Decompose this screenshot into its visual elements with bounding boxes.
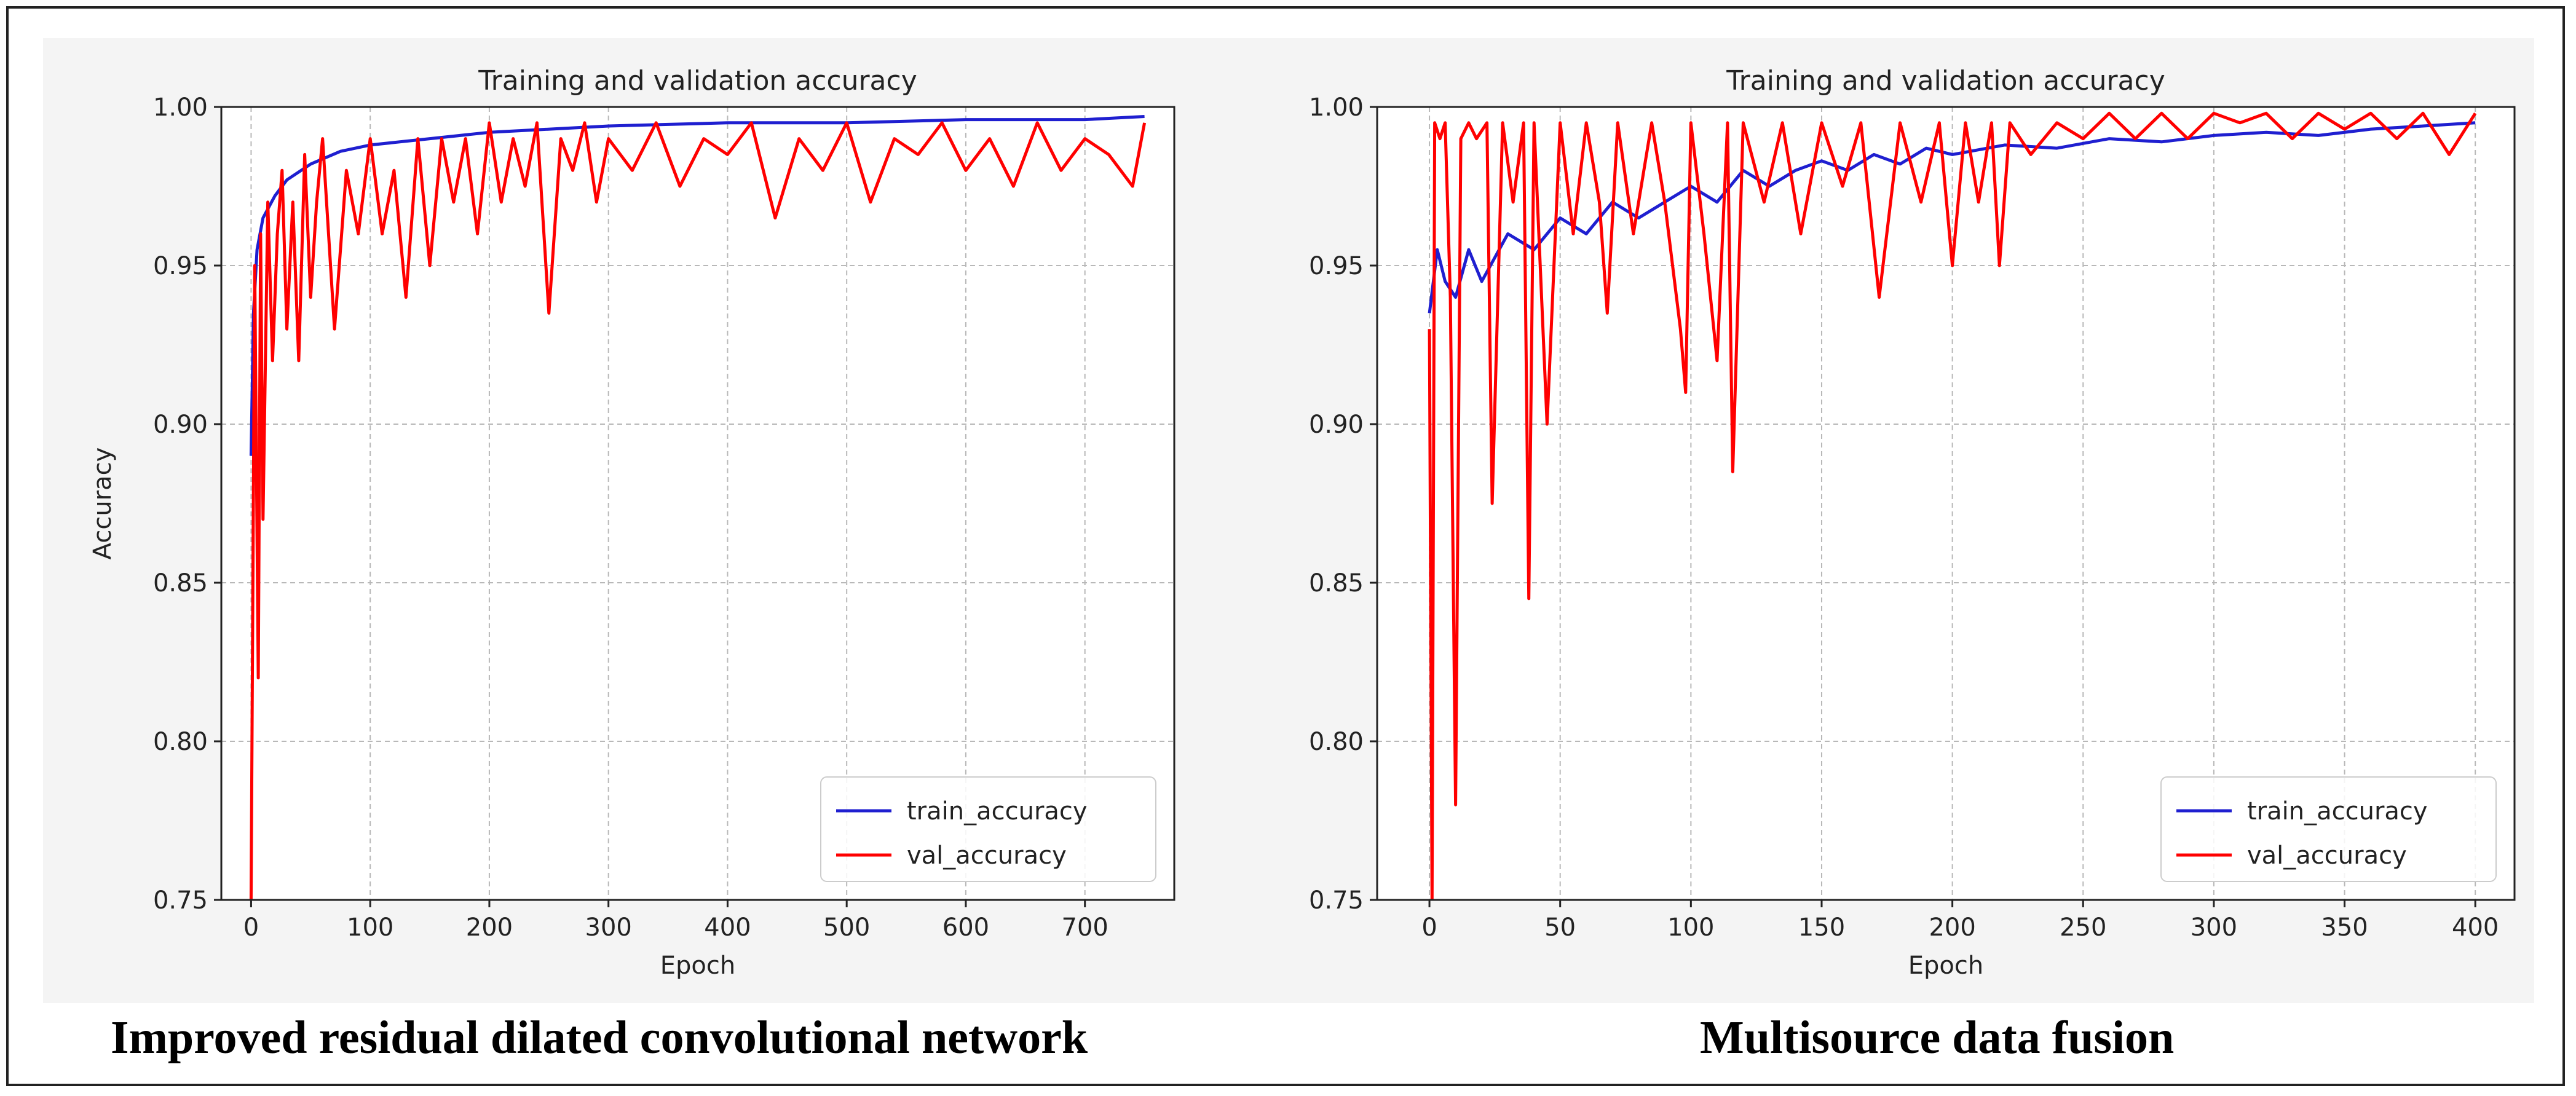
c0-ytick-label-2: 0.85 xyxy=(153,569,208,597)
c0-xtick-label-1: 100 xyxy=(347,913,393,942)
c0-legend: train_accuracy val_accuracy xyxy=(820,776,1156,882)
c0-xtick-label-4: 400 xyxy=(704,913,751,942)
c0-xtick-label-0: 0 xyxy=(243,913,259,942)
c1-legend-label-train_accuracy: train_accuracy xyxy=(2247,797,2428,826)
c0-plot-area xyxy=(221,107,1174,900)
c1-legend: train_accuracy val_accuracy xyxy=(2160,776,2497,882)
c1-ytick-label-3: 0.90 xyxy=(1309,411,1364,439)
caption-right: Multisource data fusion xyxy=(1700,1012,2175,1063)
c0-chart-title: Training and validation accuracy xyxy=(478,65,917,97)
caption-left: Improved residual dilated convolutional … xyxy=(111,1012,1088,1063)
c1-series-val_accuracy xyxy=(1428,111,2477,900)
c1-xtick-label-2: 100 xyxy=(1667,913,1714,942)
c0-x-axis-label: Epoch xyxy=(660,952,735,980)
c1-xtick-label-7: 350 xyxy=(2321,913,2368,942)
c0-legend-box xyxy=(820,776,1156,882)
c1-plot-area xyxy=(1377,107,2515,900)
c0-xtick-label-2: 200 xyxy=(466,913,513,942)
c1-xtick-label-4: 200 xyxy=(1929,913,1975,942)
c1-ytick-label-1: 0.80 xyxy=(1309,728,1364,756)
c1-xtick-label-8: 400 xyxy=(2452,913,2499,942)
c0-ytick-label-1: 0.80 xyxy=(153,728,208,756)
c1-legend-label-val_accuracy: val_accuracy xyxy=(2247,842,2407,870)
c0-ytick-label-3: 0.90 xyxy=(153,411,208,439)
c0-xtick-label-3: 300 xyxy=(585,913,632,942)
c1-legend-box xyxy=(2160,776,2497,882)
c0-xtick-label-5: 500 xyxy=(823,913,870,942)
c1-xtick-label-0: 0 xyxy=(1421,913,1437,942)
c1-x-axis-label: Epoch xyxy=(1908,952,1983,980)
c0-xtick-label-6: 600 xyxy=(942,913,989,942)
c0-legend-label-val_accuracy: val_accuracy xyxy=(907,842,1067,870)
c0-ytick-label-0: 0.75 xyxy=(153,886,208,915)
c1-ytick-label-5: 1.00 xyxy=(1309,93,1364,122)
c1-chart-title: Training and validation accuracy xyxy=(1726,65,2165,97)
c1-xtick-label-3: 150 xyxy=(1798,913,1845,942)
c0-y-axis-label: Accuracy xyxy=(89,447,117,560)
c0-legend-label-train_accuracy: train_accuracy xyxy=(907,797,1088,826)
c1-xtick-label-1: 50 xyxy=(1544,913,1576,942)
c0-series-val_accuracy xyxy=(249,121,1147,900)
c1-ytick-label-0: 0.75 xyxy=(1309,886,1364,915)
chart-left: 0 100 200 300 400 500 600 700 0.75 0.80 0.85 0.90 0.… xyxy=(89,65,1175,980)
c1-ytick-label-2: 0.85 xyxy=(1309,569,1364,597)
c1-axes-frame xyxy=(1376,106,2516,901)
c0-xtick-label-7: 700 xyxy=(1062,913,1108,942)
c0-axes-frame xyxy=(220,106,1175,901)
c1-xtick-label-5: 250 xyxy=(2060,913,2106,942)
c1-ytick-label-4: 0.95 xyxy=(1309,252,1364,280)
c0-ytick-label-5: 1.00 xyxy=(153,93,208,122)
c0-ytick-label-4: 0.95 xyxy=(153,252,208,280)
c1-xtick-label-6: 300 xyxy=(2191,913,2237,942)
chart-right: 0 50 100 150 200 250 300 350 400 0.75 0.80 0.85 0.90… xyxy=(1309,65,2516,980)
